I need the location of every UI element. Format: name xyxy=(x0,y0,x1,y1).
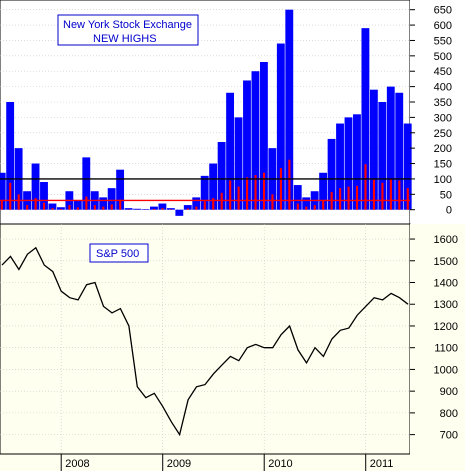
new-highs-spike xyxy=(161,208,163,210)
new-highs-spike xyxy=(339,188,341,210)
new-highs-y-tick-label: 300 xyxy=(434,112,452,124)
sp500-y-tick-label: 1200 xyxy=(434,321,458,333)
x-axis: 2008 2009 2010 2011 xyxy=(0,454,465,471)
new-highs-y-tick-label: 50 xyxy=(440,189,452,201)
new-highs-y-tick-label: 450 xyxy=(434,66,452,78)
new-highs-y-tick-label: 350 xyxy=(434,97,452,109)
new-highs-spike xyxy=(43,203,45,210)
sp500-y-tick-label: 1000 xyxy=(434,364,458,376)
new-highs-spike xyxy=(111,204,113,209)
x-axis-year-label: 2008 xyxy=(65,458,89,470)
new-highs-y-tick-label: 150 xyxy=(434,159,452,171)
new-highs-spike xyxy=(398,180,400,209)
new-highs-spike xyxy=(187,209,189,210)
new-highs-spike xyxy=(314,205,316,210)
sp500-y-tick-label: 1400 xyxy=(434,278,458,290)
sp500-y-tick-label: 800 xyxy=(440,408,458,420)
new-highs-spike xyxy=(407,188,409,210)
new-highs-spike xyxy=(229,180,231,209)
sp500-title: S&P 500 xyxy=(96,248,139,260)
new-highs-y-tick-label: 0 xyxy=(446,205,452,217)
new-highs-spike xyxy=(94,205,96,210)
x-axis-year-label: 2011 xyxy=(370,458,394,470)
new-highs-spike xyxy=(390,179,392,210)
sp500-y-tick-label: 1600 xyxy=(434,234,458,246)
new-highs-spike xyxy=(356,186,358,210)
new-highs-spike xyxy=(26,205,28,210)
new-highs-subtitle: NEW HIGHS xyxy=(93,33,157,45)
new-highs-spike xyxy=(68,205,70,210)
new-highs-spike xyxy=(322,200,324,209)
new-highs-spike xyxy=(204,201,206,209)
new-highs-spike xyxy=(381,183,383,210)
sp500-y-tick-label: 700 xyxy=(440,430,458,442)
new-highs-spike xyxy=(60,209,62,210)
new-highs-spike xyxy=(348,187,350,210)
new-highs-y-tick-label: 650 xyxy=(434,5,452,17)
new-highs-spike xyxy=(85,197,87,210)
new-highs-spike xyxy=(51,208,53,210)
new-highs-y-tick-label: 100 xyxy=(434,174,452,186)
new-highs-spike xyxy=(102,207,104,210)
new-highs-spike xyxy=(119,200,121,210)
new-highs-spike xyxy=(18,194,20,209)
sp500-y-tick-label: 1300 xyxy=(434,299,458,311)
sp500-y-tick-label: 1500 xyxy=(434,256,458,268)
new-highs-spike xyxy=(221,193,223,210)
new-highs-panel: 050100150200250300350400450500550600650 … xyxy=(0,0,465,224)
new-highs-spike xyxy=(305,207,307,210)
new-highs-spike xyxy=(280,168,282,210)
new-highs-y-tick-label: 500 xyxy=(434,51,452,63)
new-highs-spike xyxy=(271,194,273,209)
new-highs-spike xyxy=(297,204,299,210)
new-highs-spike xyxy=(195,207,197,210)
new-highs-y-tick-label: 400 xyxy=(434,82,452,94)
new-highs-spike xyxy=(364,164,366,209)
new-highs-bar xyxy=(175,210,183,216)
new-highs-spike xyxy=(254,175,256,210)
new-highs-spike xyxy=(153,209,155,210)
new-highs-spike xyxy=(77,207,79,209)
sp500-y-tick-label: 1100 xyxy=(434,343,458,355)
sp500-panel: 700 800 900 1000 1100 1200 1300 1400 1500 1600 S&… xyxy=(0,224,465,454)
new-highs-spike xyxy=(288,160,290,210)
new-highs-title-box: New York Stock Exchange NEW HIGHS xyxy=(58,15,198,45)
new-highs-spike xyxy=(238,187,240,210)
new-highs-y-tick-label: 200 xyxy=(434,143,452,155)
new-highs-spike xyxy=(1,200,3,209)
sp500-title-box: S&P 500 xyxy=(90,244,148,262)
new-highs-y-tick-label: 550 xyxy=(434,35,452,47)
new-highs-y-tick-label: 600 xyxy=(434,20,452,32)
sp500-y-tick-label: 900 xyxy=(440,386,458,398)
x-axis-year-label: 2010 xyxy=(268,458,292,470)
new-highs-y-tick-label: 250 xyxy=(434,128,452,140)
new-highs-title: New York Stock Exchange xyxy=(63,19,192,31)
x-axis-year-label: 2009 xyxy=(167,458,191,470)
new-highs-spike xyxy=(373,180,375,210)
new-highs-spike xyxy=(246,177,248,209)
new-highs-spike xyxy=(9,183,11,210)
